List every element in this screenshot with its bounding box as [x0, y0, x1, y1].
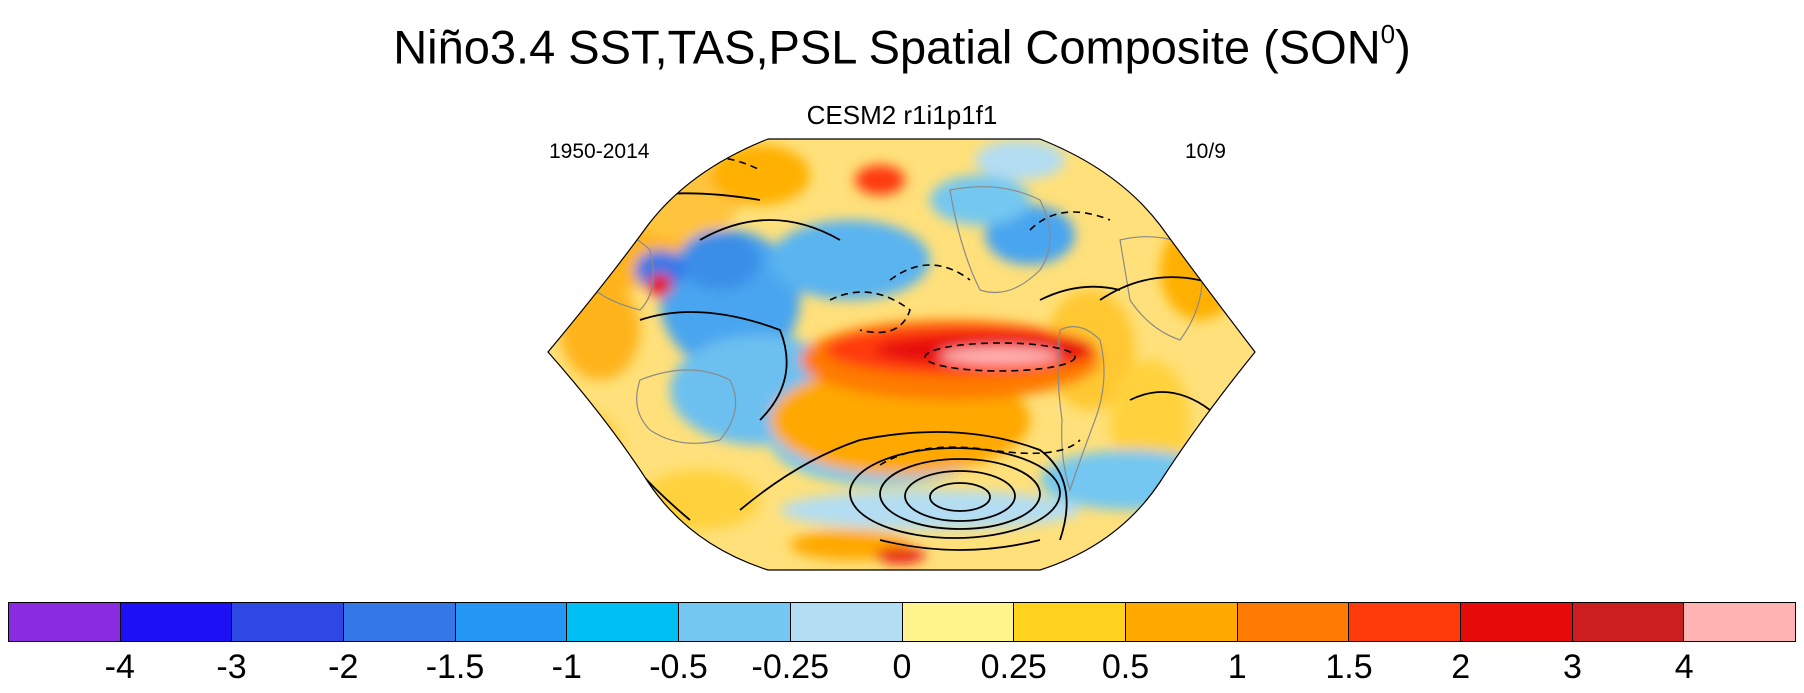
colorbar-label: -3 — [216, 648, 247, 686]
colorbar-cell — [1014, 603, 1126, 641]
title-text: Niño3.4 SST,TAS,PSL Spatial Composite (S… — [393, 20, 1381, 74]
colorbar-label: -1.5 — [425, 648, 485, 686]
colorbar-cell — [1460, 603, 1573, 641]
colorbar-label: -0.5 — [649, 648, 708, 686]
globe-outline — [547, 138, 1256, 571]
colorbar-label: 0.25 — [980, 648, 1047, 686]
anomaly-field — [548, 139, 1255, 570]
count-label: 10/9 — [1185, 140, 1226, 163]
colorbar-cell — [455, 603, 568, 641]
colorbar-cell — [120, 603, 233, 641]
colorbar-label: 0.5 — [1101, 648, 1150, 686]
colorbar-cell — [790, 603, 903, 641]
colorbar — [8, 602, 1796, 642]
coastlines — [579, 186, 1204, 492]
colorbar-label: -1 — [551, 648, 582, 686]
colorbar-cell — [232, 603, 345, 641]
colorbar-label: -0.25 — [751, 648, 830, 686]
colorbar-label: 2 — [1451, 648, 1471, 686]
main-title: Niño3.4 SST,TAS,PSL Spatial Composite (S… — [0, 10, 1804, 76]
model-subtitle: CESM2 r1i1p1f1 — [806, 100, 998, 130]
colorbar-cell — [1572, 603, 1685, 641]
colorbar-labels: -4 -3 -2 -1.5 -1 -0.5 -0.25 0 0.25 0.5 1 1.5 2 3 4 — [0, 647, 1804, 691]
colorbar-label: -2 — [328, 648, 359, 686]
colorbar-cell — [1349, 603, 1461, 641]
colorbar-label: -4 — [104, 648, 135, 686]
colorbar-cell — [567, 603, 680, 641]
colorbar-label: 0 — [892, 648, 912, 686]
colorbar-cell — [902, 603, 1015, 641]
colorbar-label: 3 — [1563, 648, 1582, 686]
colorbar-label: 1 — [1227, 648, 1247, 686]
colorbar-cell — [9, 603, 121, 641]
world-map — [547, 138, 1256, 571]
colorbar-cell — [679, 603, 791, 641]
title-close: ) — [1395, 20, 1411, 74]
colorbar-label: 4 — [1674, 648, 1694, 686]
title-superscript: 0 — [1380, 19, 1396, 49]
colorbar-cell — [1125, 603, 1238, 641]
colorbar-label: 1.5 — [1325, 648, 1373, 686]
period-label: 1950-2014 — [549, 140, 650, 163]
colorbar-cell — [1684, 603, 1795, 641]
colorbar-cell — [1237, 603, 1350, 641]
colorbar-cell — [344, 603, 456, 641]
